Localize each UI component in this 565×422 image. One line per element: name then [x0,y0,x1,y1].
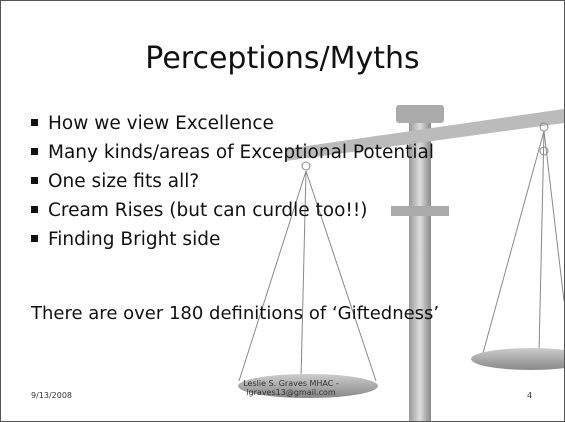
page-number: 4 [527,391,533,400]
bullet-marker [31,118,38,126]
scale-beam [286,109,564,161]
bullet-marker [31,147,38,155]
bullet-marker [31,234,38,242]
bullet-marker [31,176,38,184]
bullet: Finding Bright side [31,225,434,254]
scale-collar [391,206,449,216]
bullet: Cream Rises (but can curdle too!!) [31,196,434,225]
scale-strings [238,122,564,382]
footer-author: Leslie S. Graves MHAC - lgraves13@gmail.… [231,379,351,397]
bullet-text: How we view Excellence [48,113,274,134]
bullet-marker [31,205,38,213]
bullet-text: One size fits all? [48,171,200,192]
scale-pivot [396,105,444,123]
bullet: How we view Excellence [31,109,434,138]
footer-author-line: lgraves13@gmail.com [246,388,336,397]
left-pan [238,374,378,398]
bullet: One size fits all? [31,167,434,196]
note: There are over 180 definitions of ‘Gifte… [31,303,440,324]
bullet-text: Cream Rises (but can curdle too!!) [48,200,368,221]
scale-post [409,111,431,421]
footer-date: 9/13/2008 [31,391,73,400]
slide-title: Perceptions/Myths [145,41,420,76]
footer-author-line: Leslie S. Graves MHAC - [243,379,339,388]
bullet: Many kinds/areas of Exceptional Potentia… [31,138,434,167]
bullet-list: How we view Excellence Many kinds/areas o… [31,109,434,254]
right-pan [471,348,564,370]
bullet-text: Finding Bright side [48,229,221,250]
bullet-text: Many kinds/areas of Exceptional Potentia… [48,142,434,163]
